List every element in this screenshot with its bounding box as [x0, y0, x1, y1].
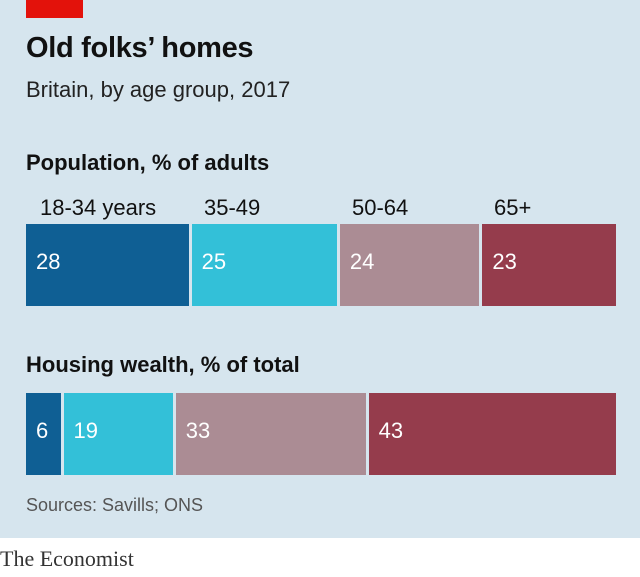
bar-segment-35-49: 19	[63, 393, 173, 475]
category-label-65-plus: 65+	[494, 195, 532, 220]
category-label-35-49: 35-49	[204, 195, 261, 220]
bar-segment-18-34: 28	[26, 224, 189, 306]
red-tag-logo	[26, 0, 83, 18]
population-bar: 28 25 24 23	[26, 224, 616, 306]
housing-wealth-section-title: Housing wealth, % of total	[26, 352, 300, 377]
data-label-18-34: 28	[36, 249, 61, 274]
housing-wealth-bar: 6 19 33 43	[26, 393, 616, 475]
chart-panel: Old folks’ homes Britain, by age group, …	[0, 0, 640, 538]
bar-segment-35-49: 25	[191, 224, 337, 306]
data-label-35-49: 19	[73, 418, 98, 443]
source-note: Sources: Savills; ONS	[26, 495, 204, 515]
bar-segment-65-plus: 23	[482, 224, 616, 306]
bar-segment-18-34: 6	[26, 393, 61, 475]
chart-subtitle: Britain, by age group, 2017	[26, 77, 291, 102]
data-label-35-49: 25	[201, 249, 227, 274]
population-section-title: Population, % of adults	[26, 150, 270, 175]
bar-segment-65-plus: 43	[368, 393, 616, 475]
category-label-50-64: 50-64	[352, 195, 409, 220]
data-label-65-plus: 43	[378, 418, 404, 443]
economist-brand: The Economist	[0, 546, 134, 571]
data-label-65-plus: 23	[492, 249, 517, 274]
chart-title: Old folks’ homes	[26, 32, 254, 64]
bar-segment-50-64: 24	[339, 224, 480, 306]
data-label-18-34: 6	[36, 418, 49, 443]
data-label-50-64: 33	[185, 418, 211, 443]
category-label-18-34: 18-34 years	[40, 195, 157, 220]
data-label-50-64: 24	[349, 249, 375, 274]
bar-segment-50-64: 33	[175, 393, 366, 475]
